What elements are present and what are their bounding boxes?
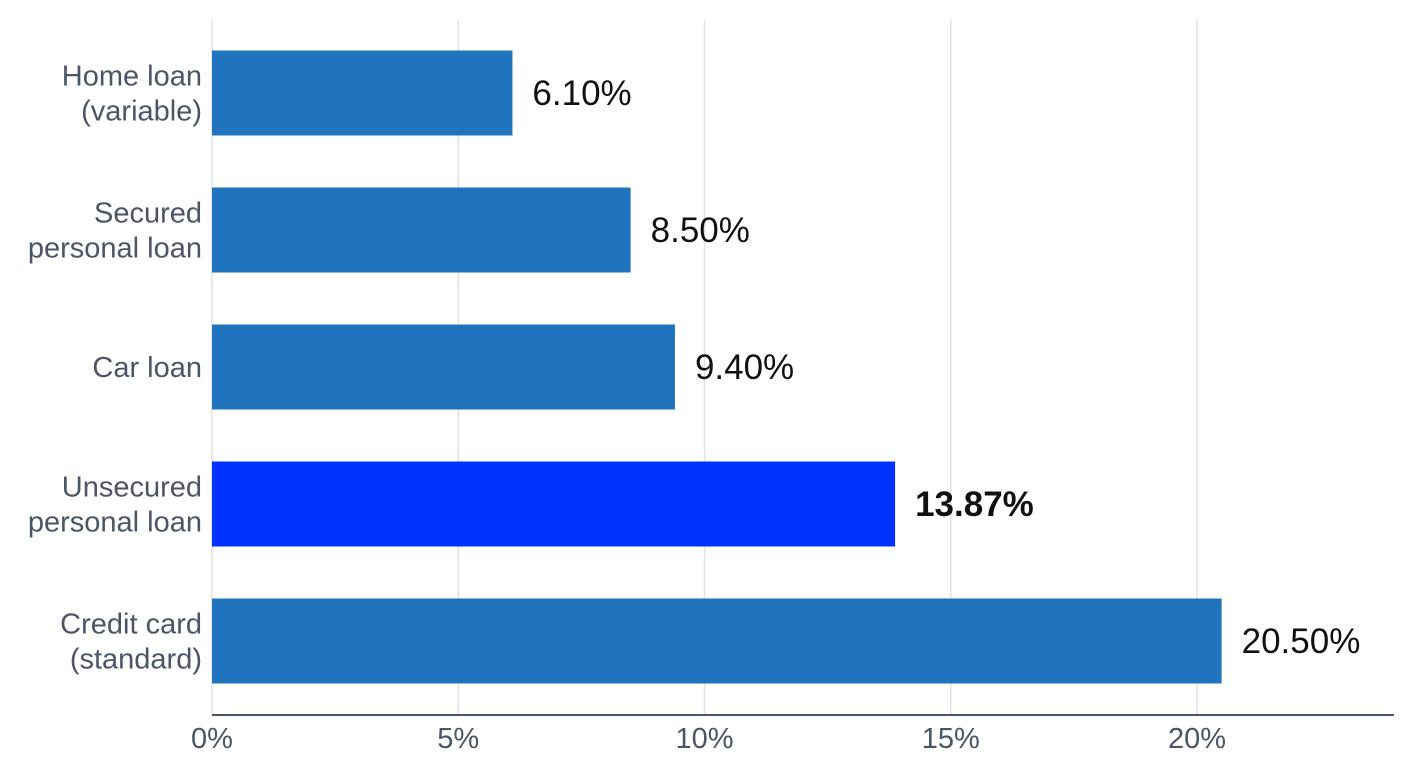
category-label: Secured personal loan <box>28 198 202 265</box>
value-label: 8.50% <box>651 211 750 250</box>
category-labels: Home loan (variable) Secured personal loan C… <box>28 61 202 676</box>
value-label: 20.50% <box>1242 622 1361 661</box>
bar-highlighted <box>212 461 896 547</box>
category-label: Unsecured personal loan <box>28 472 202 539</box>
value-label: 6.10% <box>532 74 631 113</box>
bar <box>212 50 513 136</box>
bars <box>212 50 1222 684</box>
category-label: Car loan <box>92 352 202 384</box>
bar <box>212 598 1222 684</box>
value-labels: 6.10% 8.50% 9.40% 13.87% 20.50% <box>532 74 1360 661</box>
category-label: Credit card (standard) <box>60 609 202 676</box>
x-tick-label: 0% <box>191 723 233 755</box>
bar <box>212 187 631 273</box>
bar <box>212 324 675 410</box>
value-label: 13.87% <box>915 485 1034 524</box>
x-tick-labels: 0% 5% 10% 15% 20% <box>191 723 1226 755</box>
value-label: 9.40% <box>695 348 794 387</box>
x-tick-label: 15% <box>922 723 980 755</box>
x-tick-label: 5% <box>437 723 479 755</box>
x-tick-label: 20% <box>1168 723 1226 755</box>
category-label: Home loan (variable) <box>62 61 202 128</box>
x-tick-label: 10% <box>675 723 733 755</box>
